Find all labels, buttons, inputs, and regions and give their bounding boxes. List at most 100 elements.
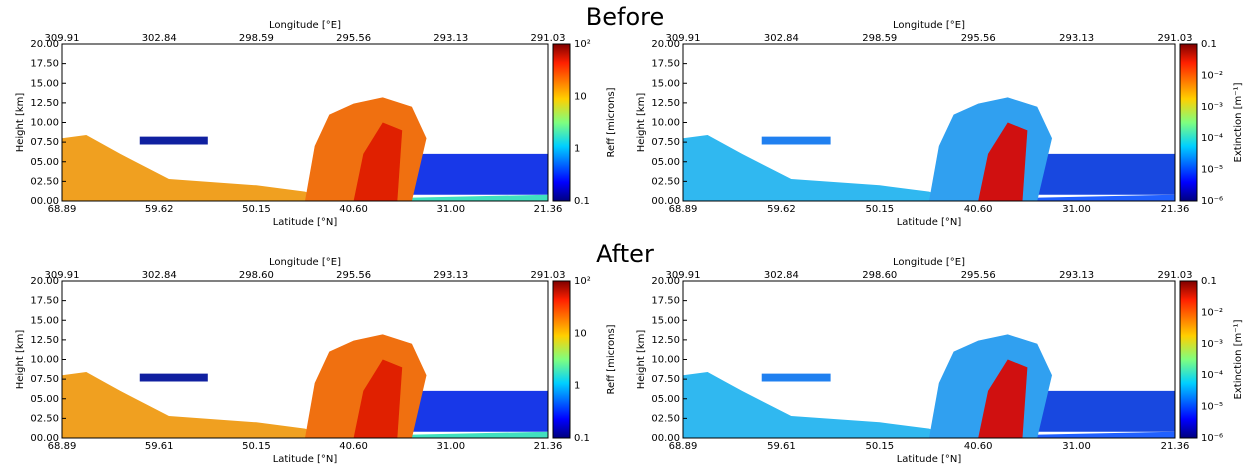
y-tick-label: 05.00: [30, 157, 59, 168]
x-tick-label: 50.15: [865, 204, 894, 215]
x-tick-label: 21.36: [534, 441, 563, 452]
top-tick-label: 293.13: [1059, 270, 1094, 281]
colorbar-label: Extinction [m⁻¹]: [1233, 319, 1244, 399]
top-tick-label: 295.56: [336, 33, 371, 44]
colorbar-tick-label: 10⁻³: [1201, 339, 1223, 350]
top-tick-label: 309.91: [666, 270, 701, 281]
colorbar-tick-label: 0.1: [574, 433, 590, 444]
top-tick-label: 291.03: [531, 270, 566, 281]
x-axis-label: Latitude [°N]: [897, 454, 962, 465]
y-tick-label: 15.00: [651, 315, 680, 326]
y-tick-label: 02.50: [651, 176, 680, 187]
cloud-field: [402, 390, 548, 432]
colorbar-tick-label: 10²: [574, 39, 591, 50]
colorbar-tick-label: 10⁻⁵: [1201, 165, 1223, 176]
x-tick-label: 40.60: [964, 441, 993, 452]
y-tick-label: 20.00: [30, 39, 59, 50]
top-tick-label: 291.03: [1158, 33, 1193, 44]
y-tick-label: 17.50: [651, 59, 680, 70]
colorbar-tick-label: 10⁻²: [1201, 307, 1223, 318]
cloud-field: [1027, 153, 1175, 195]
y-tick-label: 00.00: [651, 433, 680, 444]
top-tick-label: 295.56: [961, 270, 996, 281]
top-tick-label: 293.13: [433, 270, 468, 281]
x-tick-label: 31.00: [1062, 441, 1091, 452]
y-tick-label: 12.50: [30, 98, 59, 109]
colorbar: [552, 43, 571, 202]
colorbar-label: Extinction [m⁻¹]: [1233, 82, 1244, 162]
colorbar-tick-label: 10⁻²: [1201, 70, 1223, 81]
cloud-field: [62, 135, 330, 201]
y-tick-label: 12.50: [30, 335, 59, 346]
top-tick-label: 291.03: [1158, 270, 1193, 281]
top-tick-label: 309.91: [45, 33, 80, 44]
x-tick-label: 59.62: [145, 204, 174, 215]
x-axis-label: Latitude [°N]: [273, 217, 338, 228]
y-tick-label: 20.00: [651, 39, 680, 50]
top-axis-label: Longitude [°E]: [893, 257, 965, 268]
colorbar: [552, 280, 571, 439]
y-tick-label: 17.50: [30, 296, 59, 307]
cloud-field: [139, 136, 208, 145]
y-tick-label: 05.00: [30, 394, 59, 405]
y-tick-label: 12.50: [651, 335, 680, 346]
top-axis-label: Longitude [°E]: [269, 20, 341, 31]
colorbar-tick-label: 0.1: [1201, 39, 1217, 50]
y-tick-label: 15.00: [30, 315, 59, 326]
section-title: Before: [586, 3, 664, 31]
top-tick-label: 309.91: [45, 270, 80, 281]
y-tick-label: 07.50: [30, 137, 59, 148]
colorbar: [1179, 280, 1198, 439]
colorbar-tick-label: 0.1: [1201, 276, 1217, 287]
x-tick-label: 31.00: [1062, 204, 1091, 215]
y-tick-label: 07.50: [30, 374, 59, 385]
y-tick-label: 02.50: [30, 413, 59, 424]
top-tick-label: 291.03: [531, 33, 566, 44]
y-tick-label: 00.00: [30, 433, 59, 444]
cloud-field: [1027, 390, 1175, 432]
cloud-field: [761, 136, 831, 145]
x-tick-label: 40.60: [964, 204, 993, 215]
top-tick-label: 298.60: [862, 270, 897, 281]
x-tick-label: 50.15: [242, 441, 271, 452]
y-tick-label: 10.00: [651, 355, 680, 366]
y-tick-label: 12.50: [651, 98, 680, 109]
x-tick-label: 68.89: [669, 441, 698, 452]
y-tick-label: 02.50: [30, 176, 59, 187]
x-axis-label: Latitude [°N]: [273, 454, 338, 465]
x-tick-label: 21.36: [1161, 441, 1190, 452]
x-tick-label: 59.62: [767, 204, 796, 215]
y-tick-label: 15.00: [651, 78, 680, 89]
y-tick-label: 00.00: [30, 196, 59, 207]
colorbar-tick-label: 10⁻³: [1201, 102, 1223, 113]
y-tick-label: 07.50: [651, 374, 680, 385]
section-title: After: [596, 240, 654, 268]
x-tick-label: 68.89: [48, 441, 77, 452]
cloud-field: [683, 372, 954, 438]
x-tick-label: 68.89: [669, 204, 698, 215]
y-axis-label: Height [km]: [636, 93, 647, 153]
y-tick-label: 20.00: [30, 276, 59, 287]
colorbar-tick-label: 1: [574, 381, 580, 392]
cloud-field: [978, 359, 1028, 438]
y-tick-label: 17.50: [30, 59, 59, 70]
colorbar-tick-label: 10⁻⁵: [1201, 402, 1223, 413]
colorbar-tick-label: 10⁻⁴: [1201, 133, 1223, 144]
x-tick-label: 50.15: [865, 441, 894, 452]
y-tick-label: 10.00: [651, 118, 680, 129]
top-tick-label: 298.59: [862, 33, 897, 44]
top-tick-label: 293.13: [433, 33, 468, 44]
y-tick-label: 20.00: [651, 276, 680, 287]
x-tick-label: 21.36: [534, 204, 563, 215]
y-tick-label: 02.50: [651, 413, 680, 424]
x-tick-label: 59.61: [145, 441, 174, 452]
y-axis-label: Height [km]: [636, 330, 647, 390]
cloud-field: [683, 135, 954, 201]
top-tick-label: 302.84: [764, 33, 799, 44]
y-tick-label: 17.50: [651, 296, 680, 307]
top-tick-label: 295.56: [961, 33, 996, 44]
cloud-field: [139, 373, 208, 382]
colorbar-tick-label: 0.1: [574, 196, 590, 207]
colorbar-label: Reff [microns]: [606, 324, 617, 394]
